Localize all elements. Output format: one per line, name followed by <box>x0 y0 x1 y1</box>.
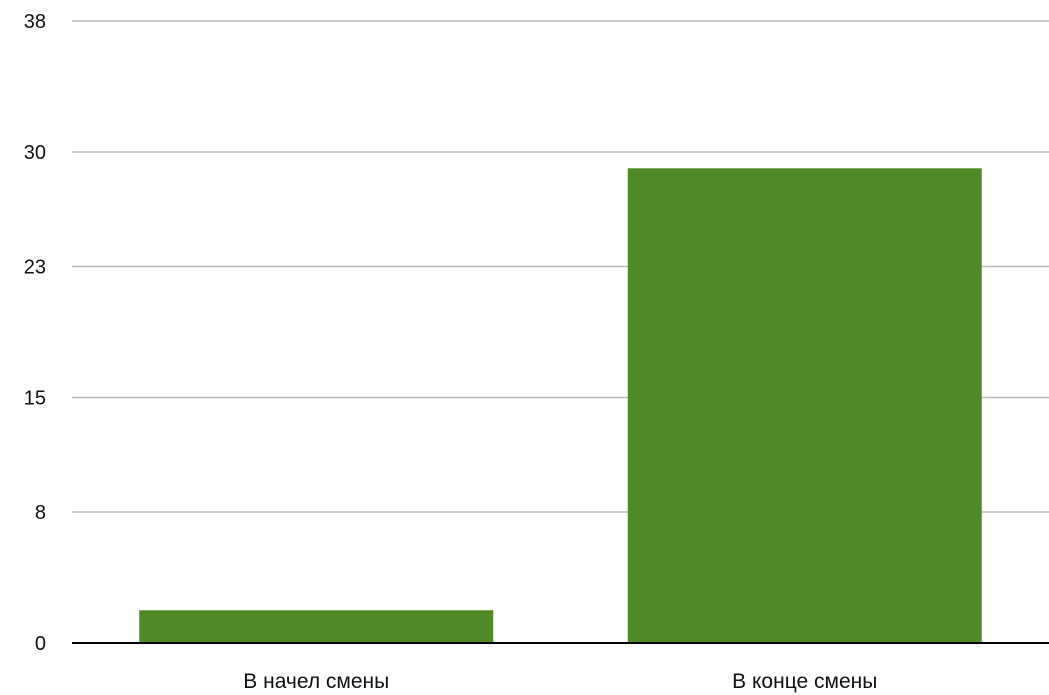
y-tick-label: 23 <box>24 257 46 279</box>
y-tick-label: 8 <box>35 502 46 524</box>
y-tick-label: 0 <box>35 633 46 655</box>
y-tick-label: 38 <box>24 11 46 33</box>
bar <box>139 610 494 643</box>
x-category-label: В начел смены <box>243 670 389 693</box>
bars <box>139 168 982 643</box>
bar <box>627 168 982 643</box>
y-axis-ticks: 0 8 15 23 30 38 <box>24 11 46 655</box>
y-tick-label: 30 <box>24 142 46 164</box>
y-tick-label: 15 <box>24 387 46 409</box>
x-category-label: В конце смены <box>732 670 877 693</box>
x-axis-labels: В начел смены В конце смены <box>243 670 877 693</box>
